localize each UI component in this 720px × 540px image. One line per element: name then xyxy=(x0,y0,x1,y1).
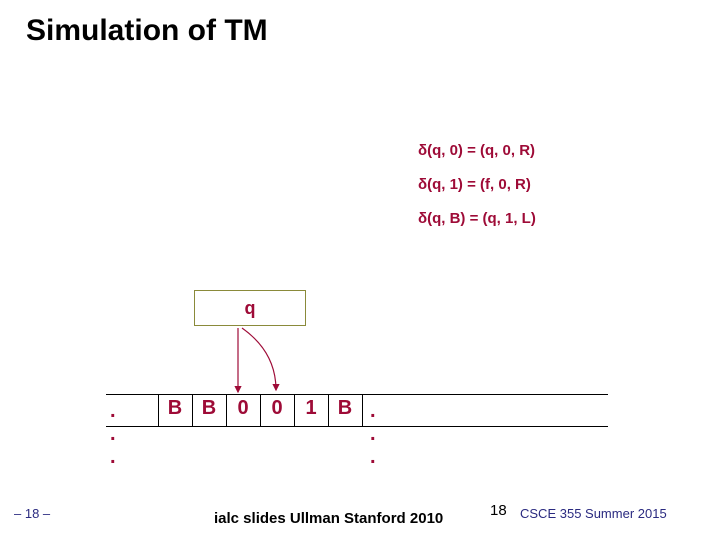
tape-cell: B xyxy=(158,397,192,420)
tape-cell: 0 xyxy=(226,397,260,420)
tape-dots-left: . . . xyxy=(110,400,116,469)
tape-cell: B xyxy=(192,397,226,420)
tape-cell: B xyxy=(328,397,362,420)
footer-left: – 18 – xyxy=(14,506,50,521)
tape-cell: 0 xyxy=(260,397,294,420)
footer-right: CSCE 355 Summer 2015 xyxy=(520,506,667,521)
arrow-path-1 xyxy=(242,328,276,390)
footer-pagenum: 18 xyxy=(490,502,507,519)
head-arrows xyxy=(0,0,720,540)
tape-sep xyxy=(362,394,363,426)
tape-dots-right: . . . xyxy=(370,400,376,469)
tape-bottom-line xyxy=(106,426,608,427)
tape-top-line xyxy=(106,394,608,395)
footer-center: ialc slides Ullman Stanford 2010 xyxy=(214,510,443,527)
slide: { "title": { "text": "Simulation of TM",… xyxy=(0,0,720,540)
tape-cell: 1 xyxy=(294,397,328,420)
